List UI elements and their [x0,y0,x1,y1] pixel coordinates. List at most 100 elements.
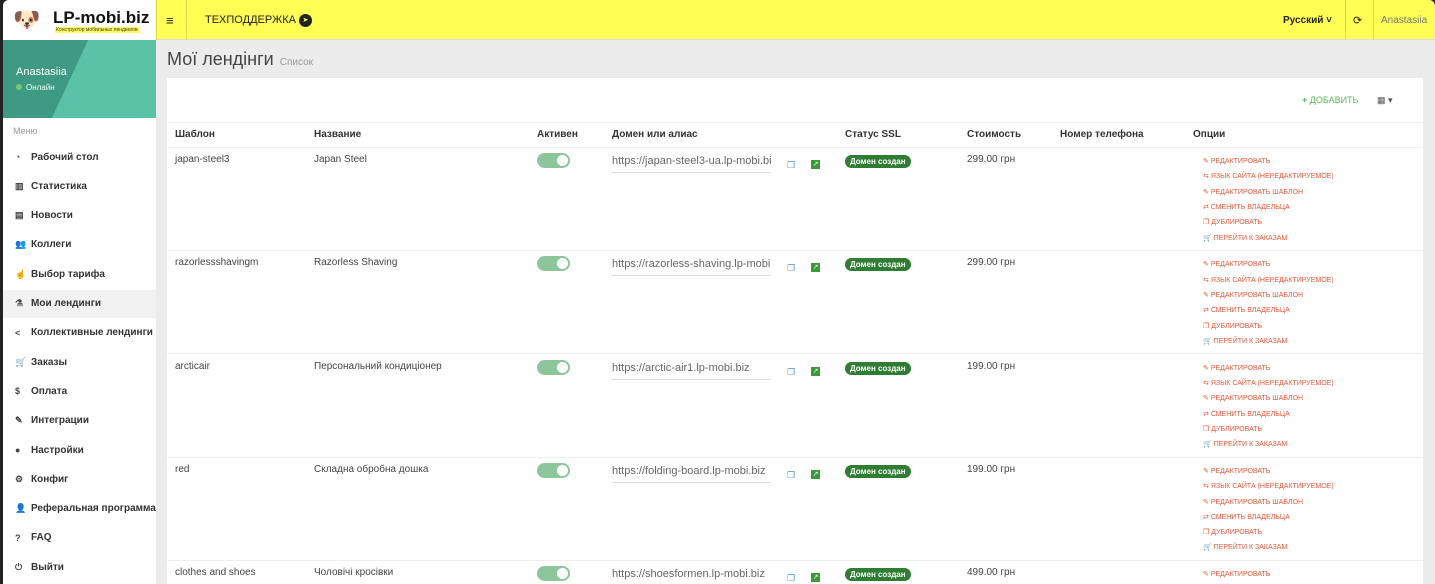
refresh-icon[interactable]: ⟳ [1353,14,1363,27]
option-link[interactable]: 🛒 ПЕРЕЙТИ К ЗАКАЗАМ [1203,337,1288,345]
power-icon: ⏻ [15,561,23,572]
copy-icon[interactable]: ❐ [787,573,796,584]
column-header[interactable]: Название [314,129,362,140]
option-icon: ✎ [1203,395,1209,403]
price-cell: 499.00 грн [967,567,1016,579]
option-link[interactable]: ✎ РЕДАКТИРОВАТЬ [1203,261,1271,269]
user-name: Anastasiia [16,66,67,78]
external-link-icon[interactable]: ↗ [811,160,820,169]
external-link-icon[interactable]: ↗ [811,573,820,583]
logo[interactable]: 🐶 LP-mobi.biz Конструктор мобильных ленд… [3,0,156,40]
page-title: Мої лендінги Список [167,49,314,69]
page-subtitle: Список [279,57,314,68]
option-link[interactable]: 🛒 ПЕРЕЙТИ К ЗАКАЗАМ [1203,234,1288,242]
option-link[interactable]: ⇄ СМЕНИТЬ ВЛАДЕЛЬЦА [1203,513,1290,521]
option-icon: ⇆ [1203,483,1209,491]
sidebar-item[interactable]: ⏻ Выйти [15,561,64,573]
active-toggle[interactable] [537,359,570,375]
option-icon: ❐ [1203,425,1210,433]
sidebar-item[interactable]: 👤 Реферальная программа [15,503,156,515]
active-toggle[interactable] [537,566,570,582]
ssl-status-badge: Домен создан [845,258,911,272]
option-link[interactable]: ✎ РЕДАКТИРОВАТЬ [1203,158,1271,165]
name-cell: Razorless Shaving [314,257,398,269]
active-toggle[interactable] [537,462,570,478]
bar-chart-icon: ▥ [15,180,24,191]
name-cell: Складна обробна дошка [314,463,429,475]
option-link[interactable]: ⇆ ЯЗЫК САЙТА (НЕРЕДАКТИРУЕМОЕ) [1203,379,1334,387]
column-header[interactable]: Опции [1193,129,1226,140]
option-link[interactable]: ⇄ СМЕНИТЬ ВЛАДЕЛЬЦА [1203,307,1290,315]
option-link[interactable]: ✎ РЕДАКТИРОВАТЬ ШАБЛОН [1203,188,1304,196]
column-header[interactable]: Активен [537,129,578,140]
user-icon: ● [15,445,21,455]
option-link[interactable]: ❐ ДУБЛИРОВАТЬ [1203,529,1263,537]
copy-icon[interactable]: ❐ [787,469,796,480]
external-link-icon[interactable]: ↗ [811,366,820,376]
sidebar-item[interactable]: < Коллективные лендинги [15,327,153,339]
option-link[interactable]: ⇄ СМЕНИТЬ ВЛАДЕЛЬЦА [1203,203,1290,211]
sidebar-item[interactable]: $ Оплата [15,385,68,397]
column-header[interactable]: Статус SSL [845,129,901,140]
column-header[interactable]: Стоимость [967,129,1022,140]
option-link[interactable]: ✎ РЕДАКТИРОВАТЬ [1203,364,1271,372]
option-link[interactable]: 🛒 ПЕРЕЙТИ К ЗАКАЗАМ [1203,544,1288,552]
option-link[interactable]: ✎ РЕДАКТИРОВАТЬ [1203,571,1271,579]
ssl-status-badge: Домен создан [845,361,911,375]
domain-field[interactable]: https://folding-board.lp-mobi.biz [612,465,771,483]
newspaper-icon: ▤ [15,210,24,221]
sidebar-item[interactable]: ▥ Статистика [15,180,87,192]
column-header[interactable]: Номер телефона [1060,129,1144,140]
option-link[interactable]: ❐ ДУБЛИРОВАТЬ [1203,219,1263,227]
option-link[interactable]: ❐ ДУБЛИРОВАТЬ [1203,322,1263,330]
option-link[interactable]: 🛒 ПЕРЕЙТИ К ЗАКАЗАМ [1203,441,1288,449]
copy-icon[interactable]: ❐ [787,160,796,170]
dog-logo-icon: 🐶 [13,7,41,32]
column-header[interactable]: Шаблон [175,129,215,140]
dollar-icon: $ [15,386,21,397]
sidebar-item[interactable]: ● Настройки [15,444,84,456]
option-link[interactable]: ⇆ ЯЗЫК САЙТА (НЕРЕДАКТИРУЕМОЕ) [1203,173,1334,181]
copy-icon[interactable]: ❐ [787,366,796,377]
sidebar-item[interactable]: ⚗ Мои лендинги [3,289,156,318]
option-icon: ✎ [1203,364,1209,372]
option-link[interactable]: ⇆ ЯЗЫК САЙТА (НЕРЕДАКТИРУЕМОЕ) [1203,483,1334,491]
sidebar-item[interactable]: ◔ Рабочий стол [15,151,99,163]
user-menu[interactable]: Anastasiia [1381,14,1428,26]
online-status: Онлайн [16,83,55,92]
sidebar-item[interactable]: ☝ Выбор тарифа [15,268,105,280]
landings-card: + ДОБАВИТЬ ▦ ▾ Шаблон Название Активен Доме… [167,78,1423,584]
sidebar-item[interactable]: 🛒 Заказы [15,356,68,368]
domain-field[interactable]: https://japan-steel3-ua.lp-mobi.biz [612,155,771,173]
name-cell: Чоловічі кросівки [314,567,394,579]
option-icon: ✎ [1203,261,1209,269]
external-link-icon[interactable]: ↗ [811,263,820,273]
support-link[interactable]: ТЕХПОДДЕРЖКА ➤ [205,0,312,40]
option-link[interactable]: ✎ РЕДАКТИРОВАТЬ ШАБЛОН [1203,498,1304,506]
option-link[interactable]: ⇆ ЯЗЫК САЙТА (НЕРЕДАКТИРУЕМОЕ) [1203,276,1334,284]
column-header[interactable]: Домен или алиас [612,129,698,140]
table-icon: ▦ [1377,95,1386,105]
add-button[interactable]: + ДОБАВИТЬ [1302,95,1359,105]
option-link[interactable]: ⇄ СМЕНИТЬ ВЛАДЕЛЬЦА [1203,410,1290,418]
sidebar-item[interactable]: ⚙ Конфиг [15,473,69,485]
option-link[interactable]: ❐ ДУБЛИРОВАТЬ [1203,425,1263,433]
active-toggle[interactable] [537,256,570,272]
option-link[interactable]: ✎ РЕДАКТИРОВАТЬ [1203,467,1271,475]
copy-icon[interactable]: ❐ [787,263,796,274]
columns-toggle[interactable]: ▦ ▾ [1377,95,1393,105]
plug-icon: ✎ [15,415,23,426]
domain-field[interactable]: https://arctic-air1.lp-mobi.biz [612,362,771,380]
hamburger-menu-icon[interactable]: ≡ [166,12,174,28]
active-toggle[interactable] [537,153,570,168]
sidebar-item[interactable]: 👥 Коллеги [15,239,72,251]
option-link[interactable]: ✎ РЕДАКТИРОВАТЬ ШАБЛОН [1203,291,1304,299]
option-link[interactable]: ✎ РЕДАКТИРОВАТЬ ШАБЛОН [1203,395,1304,403]
sidebar-item[interactable]: ? FAQ [15,532,52,544]
sidebar-item[interactable]: ✎ Интеграции [15,415,89,427]
sidebar-item[interactable]: ▤ Новости [15,210,73,222]
language-dropdown[interactable]: Русский ˅ [1283,14,1333,26]
external-link-icon[interactable]: ↗ [811,469,820,479]
domain-field[interactable]: https://razorless-shaving.lp-mobi.biz [612,258,771,277]
domain-field[interactable]: https://shoesformen.lp-mobi.biz [612,568,771,584]
